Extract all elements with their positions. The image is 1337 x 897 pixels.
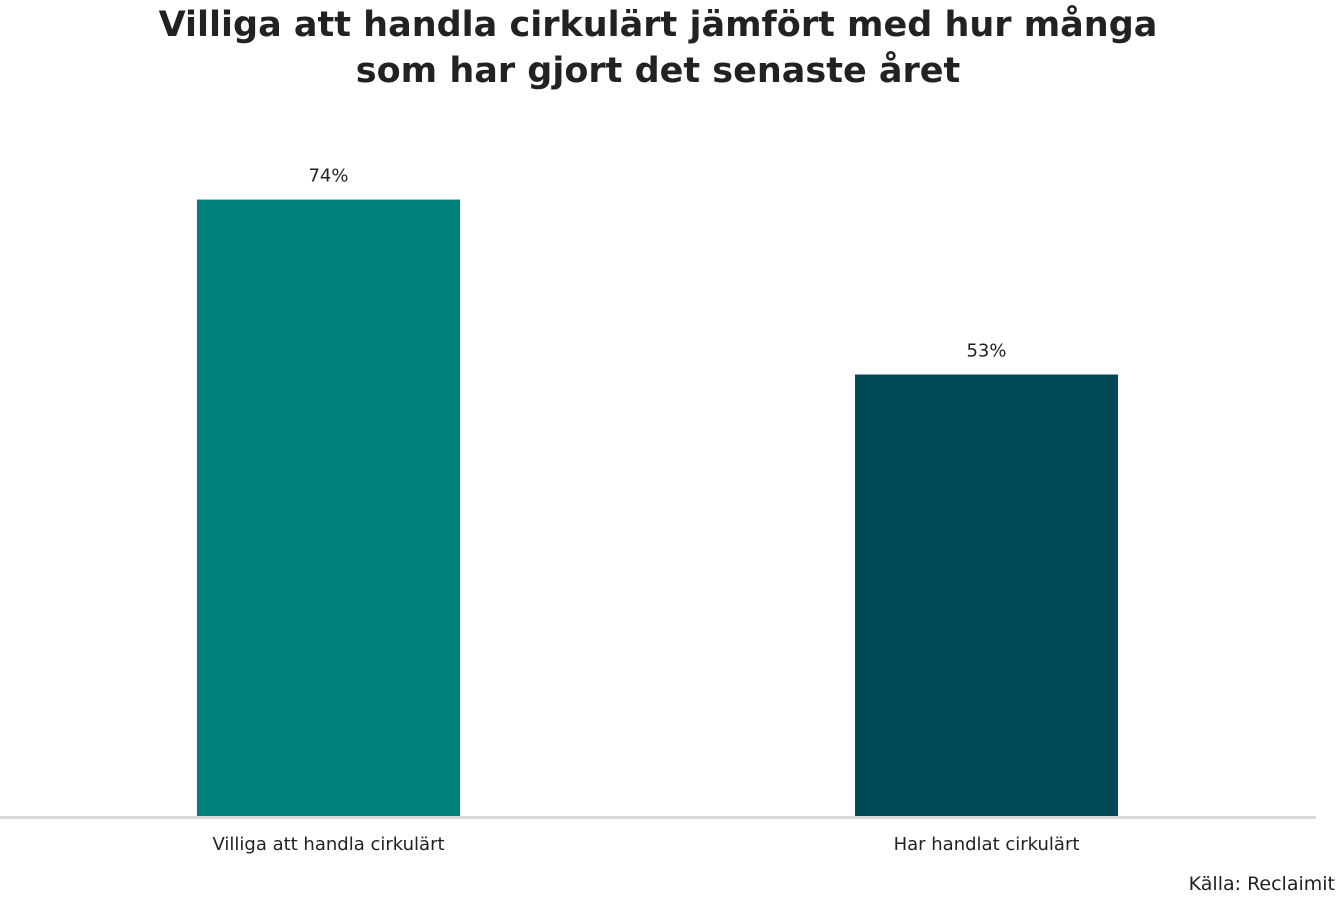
bar-1 (197, 199, 460, 816)
bar-2 (855, 374, 1118, 816)
category-label-1: Villiga att handla cirkulärt (212, 834, 444, 855)
chart-title-line-1: Villiga att handla cirkulärt jämfört med… (158, 5, 1158, 45)
data-label-2: 53% (966, 341, 1006, 362)
chart-title: Villiga att handla cirkulärt jämfört med… (0, 2, 1316, 94)
chart-title-line-2: som har gjort det senaste året (355, 51, 961, 91)
category-label-2: Har handlat cirkulärt (894, 834, 1080, 855)
source-note: Källa: Reclaimit (1188, 873, 1335, 895)
data-label-1: 74% (308, 166, 348, 187)
